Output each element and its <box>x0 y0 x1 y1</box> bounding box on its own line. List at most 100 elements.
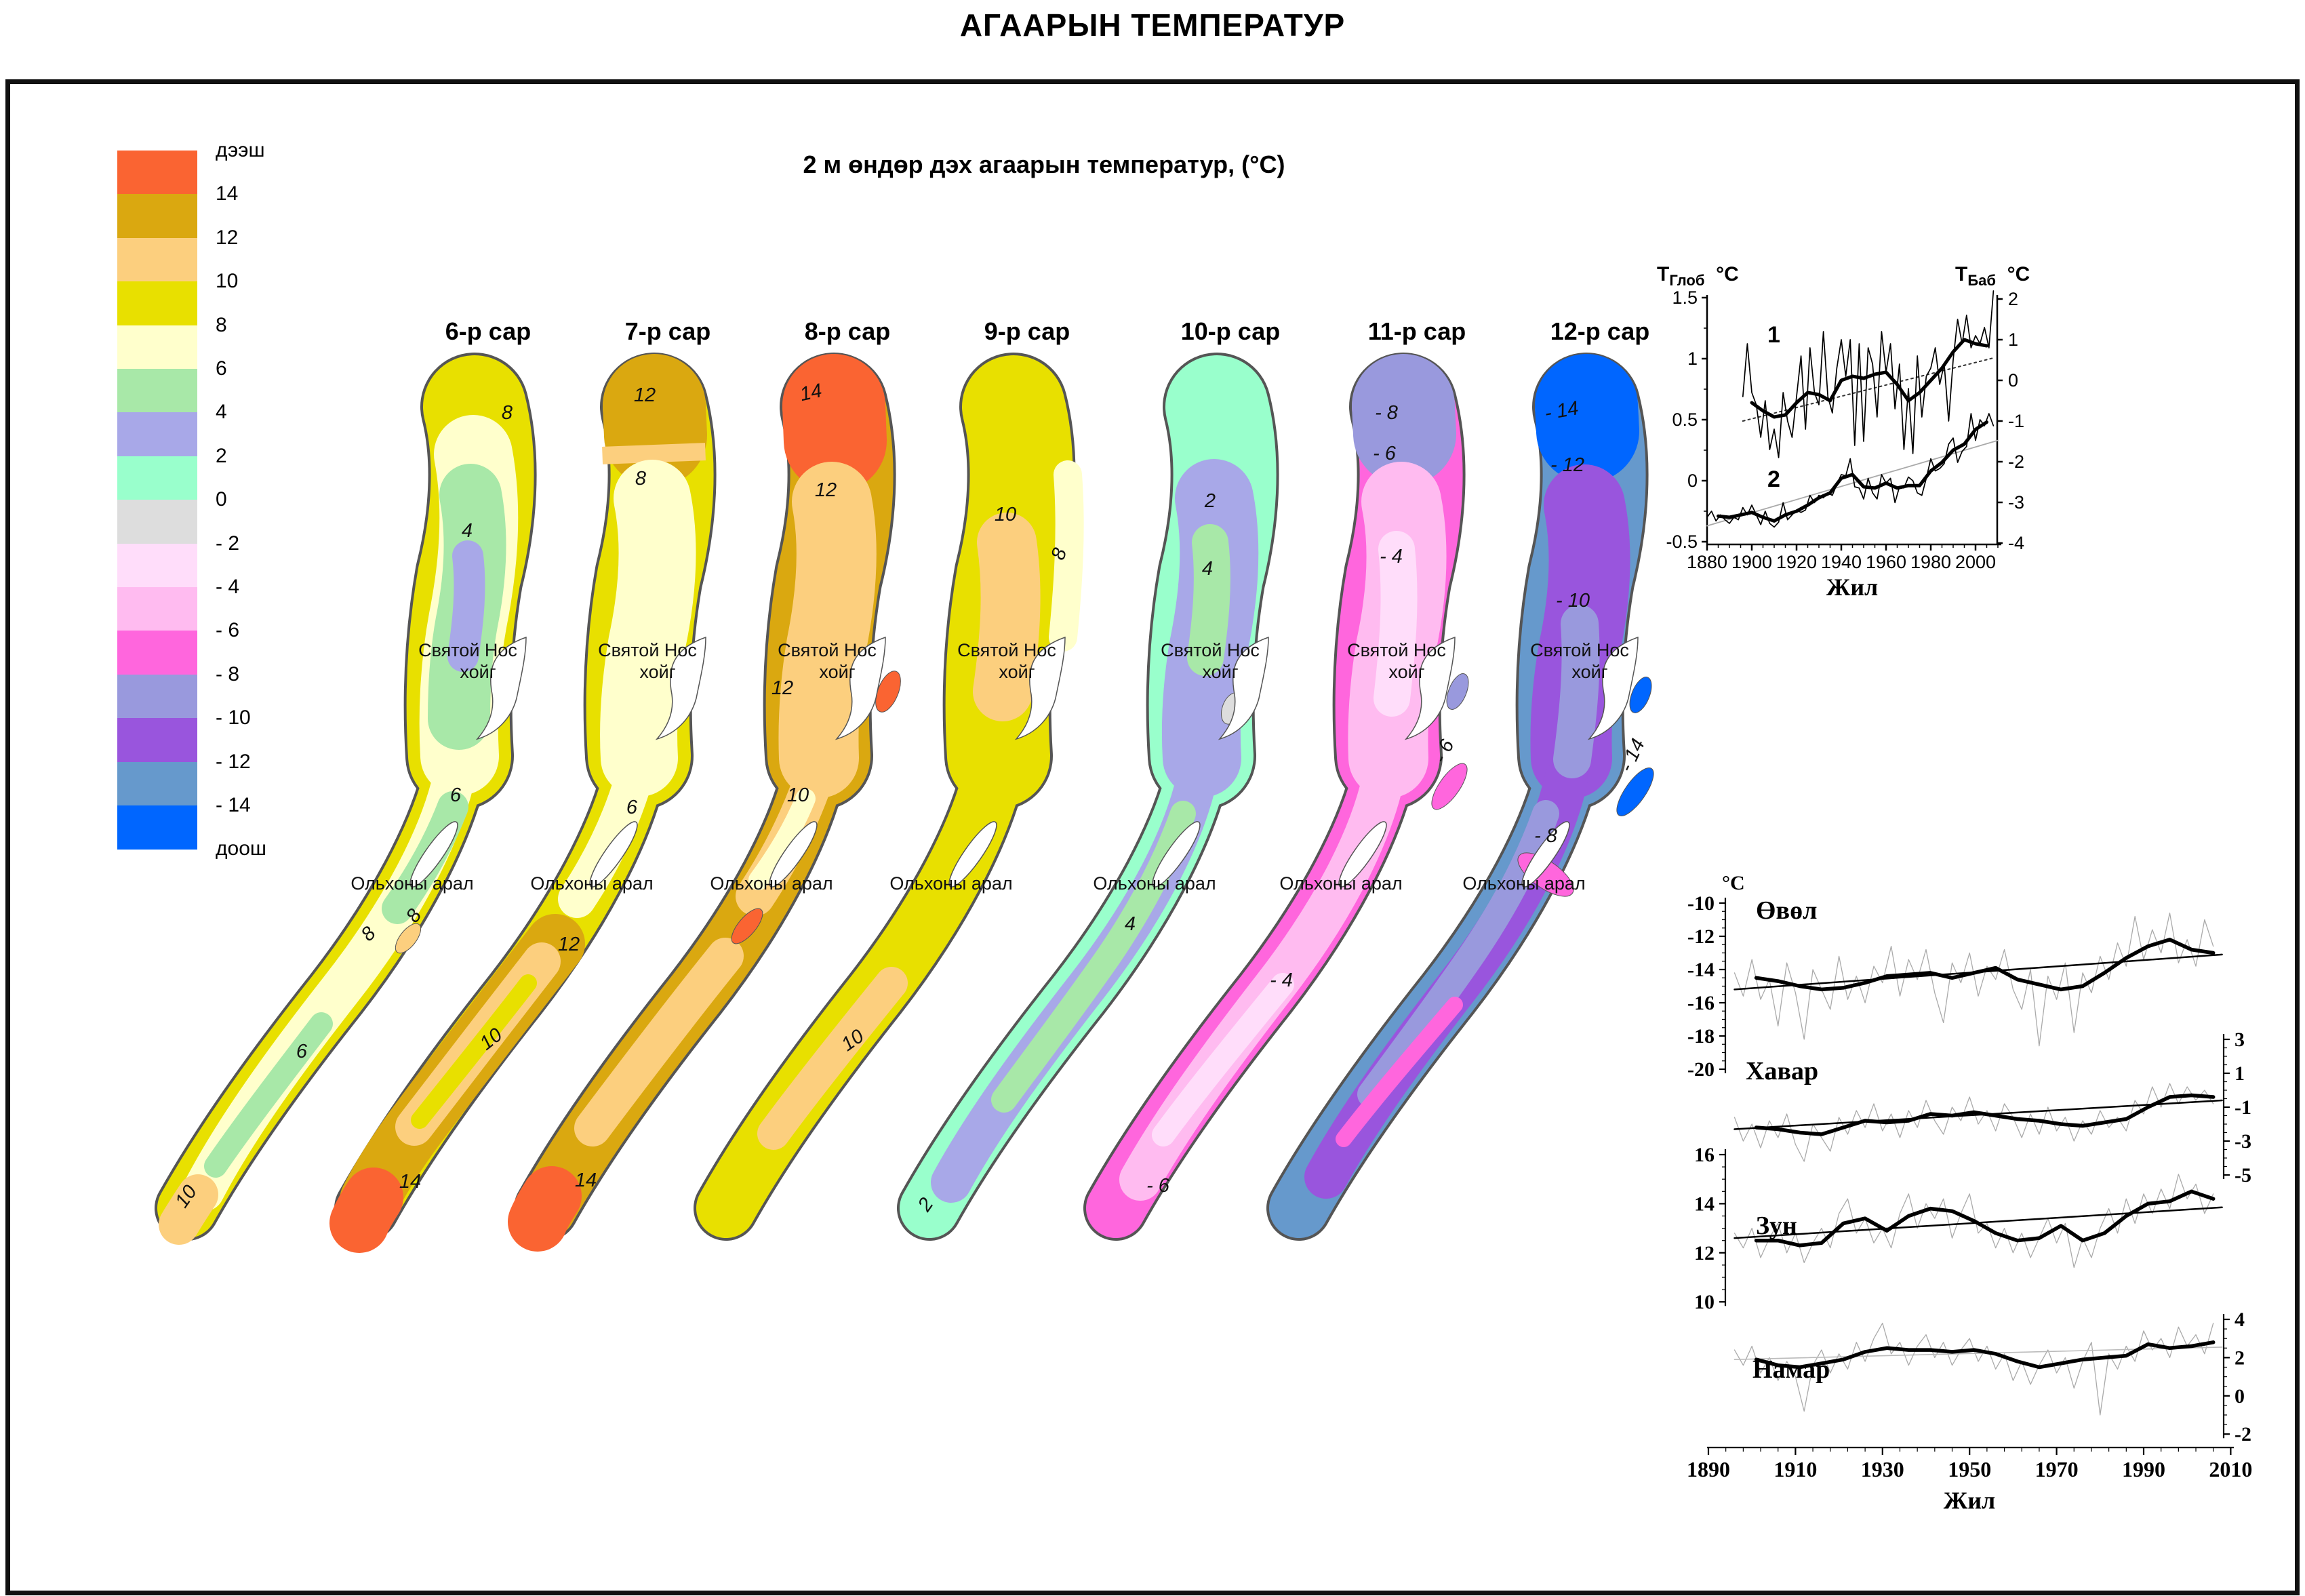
contour-label: 12 <box>558 934 580 955</box>
left-axis-tick: 0 <box>1687 471 1698 491</box>
olkhon-island <box>1152 821 1201 887</box>
legend-label: 0 <box>216 488 227 511</box>
contour-label: 8 <box>635 468 646 490</box>
x-axis-tick: 1930 <box>1861 1457 1904 1481</box>
peninsula-label: хойг <box>1202 662 1238 682</box>
contour-label: - 10 <box>1556 590 1590 612</box>
legend-color-swatch <box>117 325 197 370</box>
series-2-label: 2 <box>1767 466 1780 492</box>
panel-axis-tick: -5 <box>2234 1164 2251 1186</box>
contour-label: 12 <box>815 479 837 501</box>
x-axis-title: Жил <box>1826 574 1879 601</box>
legend-label: - 6 <box>216 619 240 642</box>
global-baikal-trend-chart: 1.5 1 0.5 0 -0.5 2 1 0 -1 -2 -3 -4 1880 1900 1920 1940 1… <box>1627 258 2102 610</box>
legend-label: - 12 <box>216 750 251 773</box>
contour-label: 6 <box>450 784 462 806</box>
panel-axis-tick: -1 <box>2234 1096 2251 1119</box>
island-label: Ольхоны арал <box>1093 873 1216 894</box>
olkhon-island <box>1521 821 1570 887</box>
peninsula-label: хойг <box>1388 662 1424 682</box>
page-title: АГААРЫН ТЕМПЕРАТУР <box>959 7 1346 43</box>
contour-label: 6 <box>296 1041 308 1062</box>
left-axis-tick: -0.5 <box>1666 532 1698 552</box>
x-axis-tick: 1910 <box>1773 1457 1817 1481</box>
panel-axis-tick: 0 <box>2234 1385 2245 1408</box>
peninsula-label: хойг <box>819 662 855 682</box>
peninsula-label: хойг <box>1571 662 1607 682</box>
legend-color-swatch <box>117 281 197 326</box>
x-axis-tick: 1940 <box>1821 552 1862 572</box>
legend-label: - 2 <box>216 532 240 555</box>
legend-color-swatch <box>117 631 197 675</box>
legend-label: - 14 <box>216 794 251 816</box>
panel-axis-tick: -10 <box>1687 892 1715 915</box>
right-axis-tick: -4 <box>2008 533 2024 553</box>
svyatoy-nos-peninsula <box>1218 636 1269 740</box>
map-title-7: 7-р сар <box>624 317 711 345</box>
map-title-6: 6-р сар <box>445 317 532 345</box>
x-axis-tick: 2010 <box>2209 1457 2252 1481</box>
x-axis-tick: 1970 <box>2035 1457 2079 1481</box>
legend-label: 4 <box>216 401 227 424</box>
olkhon-island <box>769 821 818 887</box>
legend-color-swatch <box>117 194 197 239</box>
island-label: Ольхоны арал <box>1462 873 1585 894</box>
island-label: Ольхоны арал <box>530 873 653 894</box>
peninsula-label: Святой Нос <box>1530 640 1629 660</box>
right-axis-tick: -1 <box>2008 411 2024 431</box>
seasonal-trend-charts: -10 -12 -14 -16 -18 -20 Өвөл 3 1 -1 -3 -5 Хавар 16 14 1… <box>1627 868 2305 1553</box>
peninsula-label: Святой Нос <box>1347 640 1446 660</box>
panel-axis-tick: 1 <box>2234 1062 2245 1085</box>
contour-label: 14 <box>399 1171 421 1193</box>
peninsula-label: Святой Нос <box>778 640 877 660</box>
legend-color-swatch <box>117 543 197 588</box>
map-title-9: 9-р сар <box>984 317 1070 345</box>
legend-color-swatch <box>117 369 197 413</box>
panel-axis-tick: -14 <box>1687 959 1715 981</box>
right-axis-tick: 0 <box>2008 370 2018 391</box>
panel-axis-tick: 4 <box>2234 1309 2245 1331</box>
left-axis-tick: 0.5 <box>1672 410 1698 430</box>
panel-axis-tick: 12 <box>1694 1242 1715 1264</box>
contour-label: - 8 <box>1375 402 1398 424</box>
x-axis-tick: 1890 <box>1687 1457 1730 1481</box>
legend-color-swatch <box>117 761 197 806</box>
island-label: Ольхоны арал <box>710 873 833 894</box>
season-title-3: Зун <box>1756 1212 1797 1240</box>
contour-label: 2 <box>1204 490 1216 512</box>
season-title-2: Хавар <box>1746 1057 1818 1085</box>
contour-label: - 8 <box>1534 825 1557 847</box>
panel-axis-tick: 2 <box>2234 1346 2245 1369</box>
legend-color-swatch <box>117 237 197 282</box>
x-axis-tick: 1990 <box>2122 1457 2165 1481</box>
x-axis-tick: 1950 <box>1948 1457 1991 1481</box>
olkhon-island <box>409 821 458 887</box>
contour-label: - 6 <box>1146 1175 1170 1197</box>
contour-label: 14 <box>575 1170 597 1191</box>
peninsula-label: хойг <box>460 662 496 682</box>
season-title-1: Өвөл <box>1756 896 1817 925</box>
contour-label: - 6 <box>1373 443 1397 464</box>
legend-label: 6 <box>216 357 227 380</box>
legend-label: 12 <box>216 226 239 249</box>
right-axis-tick: -3 <box>2008 492 2024 513</box>
olkhon-island <box>589 821 638 887</box>
island-label: Ольхоны арал <box>889 873 1012 894</box>
peninsula-label: Святой Нос <box>1161 640 1260 660</box>
svyatoy-nos-peninsula <box>475 636 527 740</box>
peninsula-label: хойг <box>639 662 675 682</box>
map-title-11: 11-р сар <box>1367 317 1466 345</box>
island-label: Ольхоны арал <box>1279 873 1402 894</box>
x-axis-tick: 1960 <box>1866 552 1906 572</box>
left-axis-title: ТГлоб °С <box>1657 263 1739 289</box>
svyatoy-nos-peninsula <box>655 636 706 740</box>
peninsula-label: хойг <box>999 662 1035 682</box>
legend-color-swatch <box>117 456 197 500</box>
